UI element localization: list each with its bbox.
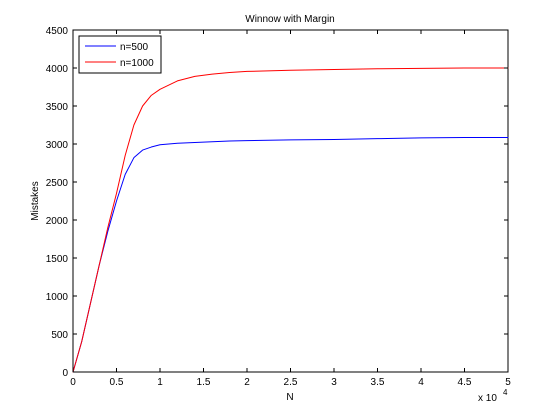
x-tick-label: 3.5	[371, 377, 385, 388]
y-tick-label: 3500	[46, 102, 69, 113]
x-tick-label: 0.5	[110, 377, 124, 388]
legend-label-n1000: n=1000	[120, 58, 154, 69]
series-layer	[72, 67, 509, 373]
legend-label-n500: n=500	[120, 42, 149, 53]
y-axis-ticks: 0 500 1000 1500 2000 2500 3000 3500 4000 4500	[46, 26, 508, 379]
x-tick-label: 4	[418, 377, 424, 388]
x-tick-label: 1.5	[197, 377, 211, 388]
x-axis-exponent-base: x 10	[478, 393, 497, 404]
x-tick-label: 2	[244, 377, 250, 388]
y-tick-label: 2000	[46, 216, 69, 227]
legend: n=500 n=1000	[78, 35, 162, 74]
y-tick-label: 3000	[46, 140, 69, 151]
x-axis-label: N	[286, 392, 293, 403]
series-line-n1000	[72, 67, 509, 373]
x-tick-label: 4.5	[458, 377, 472, 388]
x-tick-label: 3	[331, 377, 337, 388]
y-tick-label: 500	[51, 330, 68, 341]
x-tick-label: 1	[157, 377, 163, 388]
plot-area	[72, 29, 509, 373]
x-tick-label: 0	[70, 377, 76, 388]
x-tick-label: 2.5	[284, 377, 298, 388]
y-axis-label: Mistakes	[30, 181, 41, 220]
axes-frame	[72, 29, 509, 373]
y-tick-label: 1000	[46, 292, 69, 303]
y-tick-label: 4000	[46, 64, 69, 75]
chart-title: Winnow with Margin	[245, 14, 334, 25]
legend-box	[78, 35, 162, 74]
y-tick-label: 1500	[46, 254, 69, 265]
x-tick-label: 5	[505, 377, 511, 388]
y-tick-label: 2500	[46, 178, 69, 189]
x-axis-exponent-power: 4	[503, 388, 508, 397]
x-axis-ticks: 0 0.5 1 1.5 2 2.5 3 3.5 4 4.5 5	[70, 30, 511, 388]
y-tick-label: 0	[62, 368, 68, 379]
y-tick-label: 4500	[46, 26, 69, 37]
